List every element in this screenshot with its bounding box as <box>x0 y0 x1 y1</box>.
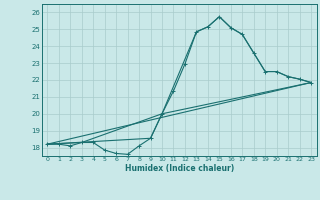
X-axis label: Humidex (Indice chaleur): Humidex (Indice chaleur) <box>124 164 234 173</box>
